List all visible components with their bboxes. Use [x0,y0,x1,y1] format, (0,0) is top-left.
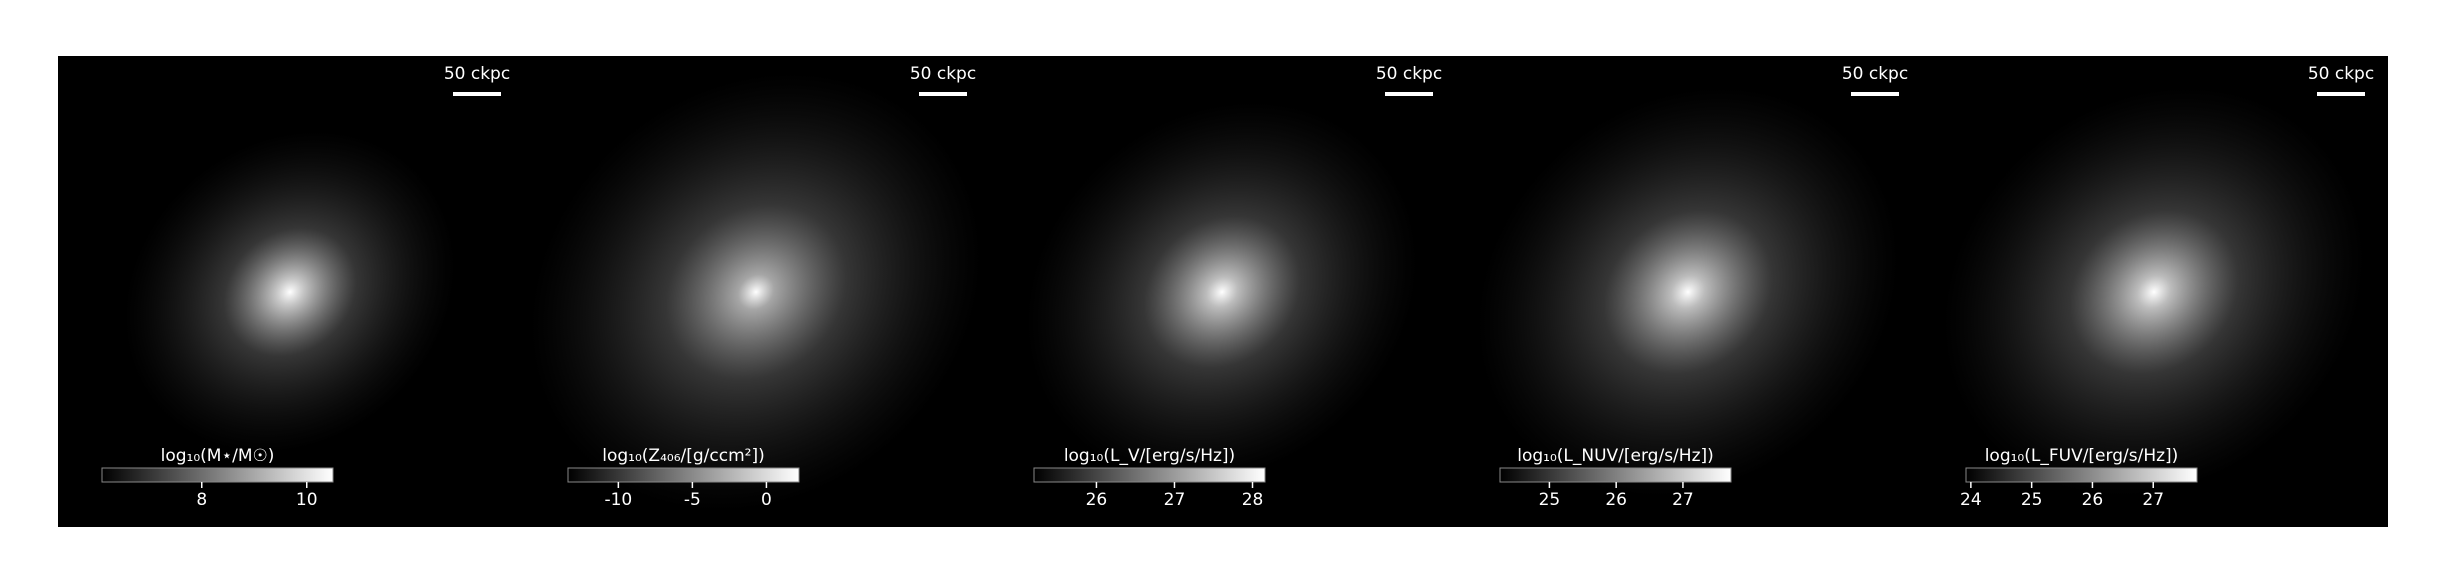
galaxy-image [124,130,456,454]
colorbar [1965,467,2198,483]
colorbar-tick-label: 27 [1672,490,1694,510]
scale-bar-label: 50 ckpc [2308,64,2374,84]
galaxy-image [530,72,982,512]
colorbar-label: log₁₀(L_V/[erg/s/Hz]) [1064,446,1235,466]
colorbar-tick-label: 27 [2142,490,2164,510]
colorbar [1499,467,1732,483]
colorbar [567,467,800,483]
colorbar-tick-label: 26 [1086,490,1108,510]
colorbar-tick-label: 25 [2021,490,2043,510]
colorbar-tick-label: -5 [684,490,701,510]
scale-bar-label: 50 ckpc [910,64,976,84]
colorbar-label: log₁₀(M⋆/M☉) [161,446,275,466]
colorbar-tick-label: 26 [1605,490,1627,510]
scale-bar-label: 50 ckpc [444,64,510,84]
colorbar [101,467,334,483]
colorbar-tick-label: 8 [196,490,207,510]
galaxy-image [1943,87,2365,497]
colorbar-tick-label: -10 [604,490,632,510]
colorbar-tick-label: 10 [296,490,318,510]
colorbar-tick-label: 24 [1960,490,1982,510]
colorbar-tick-label: 0 [761,490,772,510]
colorbar-label: log₁₀(Z₄₀₆/[g/ccm²]) [602,446,764,466]
scale-bar-label: 50 ckpc [1842,64,1908,84]
galaxy-image [1026,101,1418,483]
galaxy-image [1477,87,1899,497]
colorbar [1033,467,1266,483]
colorbar-label: log₁₀(L_FUV/[erg/s/Hz]) [1985,446,2179,466]
colorbar-tick-label: 27 [1164,490,1186,510]
colorbar-label: log₁₀(L_NUV/[erg/s/Hz]) [1517,446,1714,466]
scale-bar-label: 50 ckpc [1376,64,1442,84]
colorbar-tick-label: 26 [2082,490,2104,510]
colorbar-tick-label: 25 [1539,490,1561,510]
colorbar-tick-label: 28 [1242,490,1264,510]
